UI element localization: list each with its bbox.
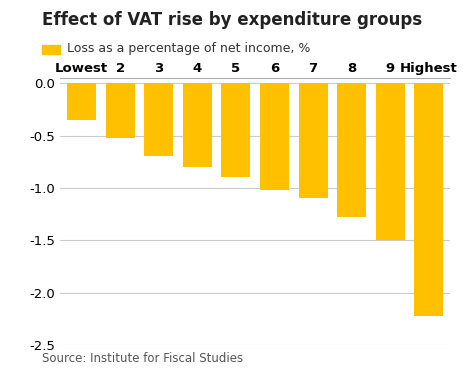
Bar (144, 83, 173, 157)
Bar (67, 83, 96, 120)
Bar (259, 83, 288, 190)
Bar (221, 83, 250, 177)
Bar (182, 83, 211, 167)
Text: Source: Institute for Fiscal Studies: Source: Institute for Fiscal Studies (42, 352, 242, 365)
Bar (298, 83, 327, 198)
Bar (413, 83, 442, 316)
Bar (337, 83, 365, 217)
Bar (106, 83, 134, 138)
Bar (375, 83, 404, 240)
Text: Loss as a percentage of net income, %: Loss as a percentage of net income, % (67, 42, 310, 55)
Text: Effect of VAT rise by expenditure groups: Effect of VAT rise by expenditure groups (42, 11, 421, 29)
